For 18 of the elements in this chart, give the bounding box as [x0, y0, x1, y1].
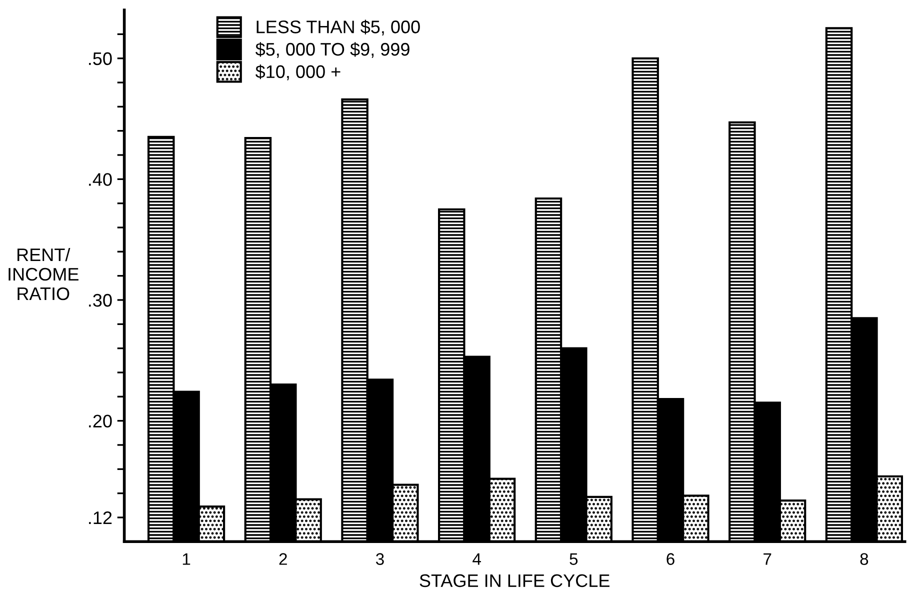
x-tick-label: 4: [472, 553, 481, 565]
x-tick-label: 8: [860, 553, 868, 565]
x-tick-label: 6: [666, 553, 674, 565]
legend-label: LESS THAN $5, 000: [256, 20, 420, 36]
x-tick-label: 2: [279, 553, 287, 565]
y-tick-label: .12: [89, 511, 112, 524]
x-axis-title: STAGE IN LIFE CYCLE: [420, 574, 610, 588]
y-tick-label: .30: [89, 294, 112, 307]
x-tick-label: 1: [182, 553, 190, 565]
x-tick-label: 7: [764, 553, 772, 565]
x-tick-label: 5: [570, 553, 578, 565]
y-tick-label: .20: [89, 414, 112, 428]
y-tick-label: .40: [89, 173, 112, 186]
legend-label: $5, 000 TO $9, 999: [256, 42, 410, 58]
legend-label: $10, 000 +: [256, 64, 340, 80]
y-axis-title: RENT/ INCOME RATIO: [8, 248, 78, 300]
y-tick-label: .50: [89, 52, 112, 66]
x-tick-label: 3: [376, 553, 384, 565]
